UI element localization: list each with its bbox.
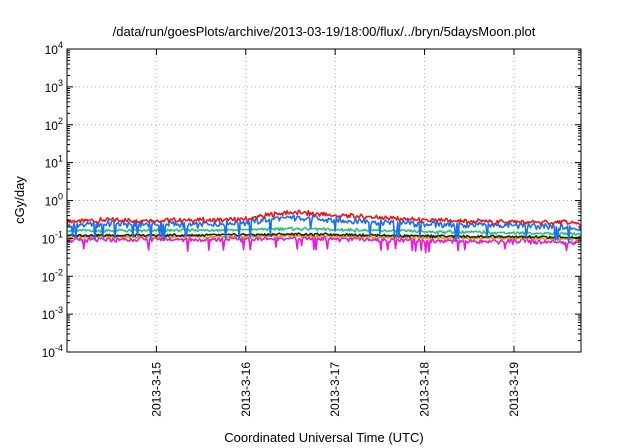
- y-tick-label: 10-4: [42, 343, 63, 360]
- y-axis-label: cGy/day: [12, 176, 27, 224]
- series-layer: [66, 209, 582, 254]
- x-axis-label: Coordinated Universal Time (UTC): [224, 430, 423, 445]
- x-tick-label: 2013-3-19: [507, 362, 521, 417]
- y-tick-label: 102: [45, 116, 63, 133]
- y-tick-label: 104: [45, 40, 63, 57]
- x-tick-label: 2013-3-17: [328, 362, 342, 417]
- series-line: [66, 209, 581, 226]
- series-line: [66, 233, 582, 242]
- y-tick-label: 101: [45, 154, 63, 171]
- y-tick-label: 10-3: [42, 305, 63, 322]
- series-line: [66, 232, 582, 240]
- x-tick-label: 2013-3-15: [149, 362, 163, 417]
- series-line: [66, 226, 582, 236]
- grid-lines: [67, 49, 581, 352]
- axis-ticks: 10-4 10-3 10-2 10-1 100 101 102 103 104 2013-3-15…: [42, 40, 581, 417]
- y-tick-label: 100: [45, 192, 63, 209]
- y-tick-label: 10-2: [42, 267, 63, 284]
- x-tick-label: 2013-3-16: [239, 362, 253, 417]
- series-line: [66, 235, 582, 254]
- y-tick-label: 10-1: [42, 229, 63, 246]
- x-tick-label: 2013-3-18: [418, 362, 432, 417]
- chart-title: /data/run/goesPlots/archive/2013-03-19/1…: [113, 24, 536, 39]
- y-tick-label: 103: [45, 78, 63, 95]
